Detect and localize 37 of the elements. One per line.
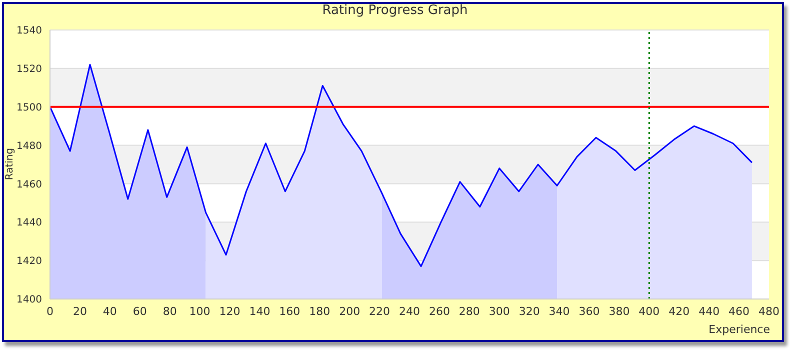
y-tick-label: 1540 bbox=[16, 26, 42, 37]
x-tick-label: 180 bbox=[309, 304, 330, 318]
x-tick-label: 400 bbox=[638, 304, 660, 318]
x-tick-label: 420 bbox=[668, 304, 690, 318]
chart-title: Rating Progress Graph bbox=[321, 3, 469, 18]
x-tick-label: 60 bbox=[132, 304, 147, 318]
x-tick-label: 380 bbox=[608, 304, 630, 318]
x-tick-label: 0 bbox=[46, 304, 54, 318]
x-tick-label: 40 bbox=[102, 304, 117, 318]
x-tick-label: 300 bbox=[488, 304, 510, 318]
x-tick-label: 20 bbox=[72, 304, 87, 318]
line-series bbox=[50, 64, 753, 268]
y-tick-label: 1520 bbox=[16, 64, 42, 75]
x-tick-label: 160 bbox=[279, 304, 300, 318]
y-tick-label: 1460 bbox=[16, 179, 42, 190]
y-axis-title: Rating bbox=[4, 148, 16, 180]
y-tick-label: 1480 bbox=[16, 140, 42, 152]
x-tick-label: 220 bbox=[369, 304, 390, 318]
x-tick-label: 280 bbox=[458, 304, 480, 318]
x-axis-title: Experience bbox=[708, 323, 770, 336]
x-tick-label: 80 bbox=[162, 304, 177, 318]
x-tick-label: 200 bbox=[339, 304, 360, 318]
x-tick-label: 140 bbox=[249, 304, 270, 318]
x-tick-label: 120 bbox=[219, 304, 240, 318]
x-tick-label: 480 bbox=[758, 304, 780, 318]
y-tick-label: 1420 bbox=[16, 256, 42, 268]
x-tick-label: 460 bbox=[728, 304, 750, 318]
y-tick-label: 1500 bbox=[16, 102, 42, 114]
x-tick-label: 440 bbox=[698, 304, 720, 318]
x-tick-label: 260 bbox=[428, 304, 450, 318]
y-tick-label: 1400 bbox=[16, 294, 42, 306]
x-tick-label: 340 bbox=[548, 304, 570, 318]
x-tick-label: 360 bbox=[578, 304, 600, 318]
x-tick-label: 320 bbox=[518, 304, 540, 318]
y-tick-label: 1440 bbox=[16, 218, 42, 229]
x-tick-label: 100 bbox=[189, 304, 210, 318]
x-tick-label: 240 bbox=[399, 304, 420, 318]
